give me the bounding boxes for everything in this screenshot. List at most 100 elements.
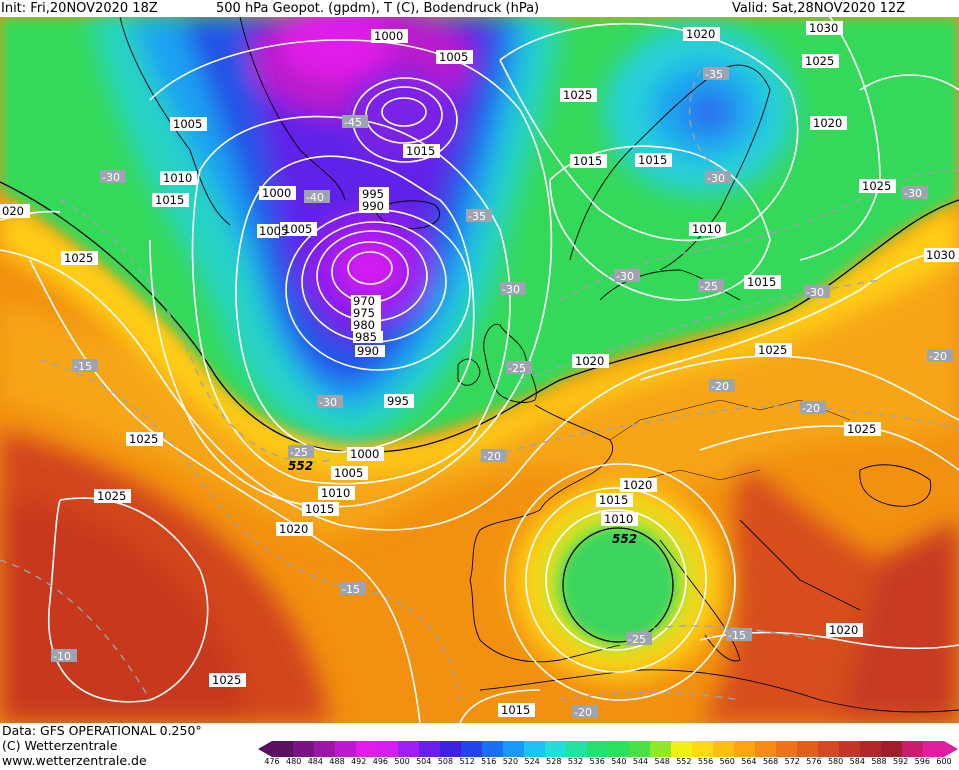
svg-text:1025: 1025	[129, 432, 158, 446]
svg-text:-25: -25	[508, 362, 526, 375]
colorbar-tick-label: 560	[719, 757, 735, 766]
colorbar-swatch	[797, 741, 819, 757]
init-time: Init: Fri,20NOV2020 18Z	[1, 1, 158, 16]
geopotential-labels: 552 552	[288, 459, 637, 546]
svg-text:995: 995	[362, 187, 384, 201]
colorbar-swatch	[503, 741, 525, 757]
colorbar-tick-label: 572	[784, 757, 800, 766]
colorbar-tick-label: 596	[914, 757, 930, 766]
svg-text:1020: 1020	[813, 116, 842, 130]
svg-text:990: 990	[357, 344, 379, 358]
colorbar-tick-label: 580	[827, 757, 844, 766]
pressure-label-1000-top: 1000	[371, 29, 408, 43]
colorbar-swatch	[755, 741, 777, 757]
colorbar-arrow-right	[944, 741, 958, 757]
colorbar-tick-label: 552	[676, 757, 692, 766]
svg-text:-15: -15	[342, 583, 360, 596]
svg-text:-30: -30	[616, 270, 634, 283]
svg-text:1025: 1025	[64, 251, 93, 265]
svg-text:-30: -30	[102, 171, 120, 184]
colorbar-swatch	[293, 741, 315, 757]
svg-text:1000: 1000	[262, 186, 291, 200]
svg-text:-15: -15	[74, 360, 92, 373]
colorbar-tick-label: 584	[849, 757, 865, 766]
colorbar-swatch	[608, 741, 630, 757]
colorbar-swatch	[335, 741, 357, 757]
svg-text:1015: 1015	[638, 153, 667, 167]
colorbar-swatch	[545, 741, 567, 757]
svg-text:1025: 1025	[862, 179, 891, 193]
colorbar-tick-label: 488	[329, 757, 345, 766]
colorbar-tick-label: 592	[893, 757, 909, 766]
colorbar-swatch	[482, 741, 504, 757]
svg-text:1015: 1015	[155, 193, 184, 207]
colorbar-swatch	[461, 741, 483, 757]
svg-text:1015: 1015	[406, 144, 435, 158]
svg-text:-30: -30	[707, 172, 725, 185]
chart-header: Init: Fri,20NOV2020 18Z 500 hPa Geopot. …	[0, 0, 959, 17]
website-url: www.wetterzentrale.de	[2, 753, 147, 768]
colorbar-swatch	[419, 741, 441, 757]
colorbar-swatch	[587, 741, 609, 757]
svg-text:1025: 1025	[563, 88, 592, 102]
colorbar-tick-label: 564	[741, 757, 757, 766]
colorbar-tick-label: 484	[307, 757, 323, 766]
svg-text:1025: 1025	[847, 422, 876, 436]
valid-time: Valid: Sat,28NOV2020 12Z	[732, 1, 906, 16]
pressure-labels: 1000 1005 1005 1010 1015 1000 995 990 10…	[0, 21, 959, 717]
colorbar-swatch	[440, 741, 462, 757]
svg-text:-35: -35	[705, 68, 723, 81]
svg-text:1020: 1020	[829, 623, 858, 637]
svg-text:1000: 1000	[374, 29, 403, 43]
svg-text:970: 970	[353, 294, 375, 308]
svg-text:-10: -10	[53, 650, 71, 663]
colorbar-tick-label: 536	[589, 757, 605, 766]
svg-text:1000: 1000	[350, 447, 379, 461]
data-source: Data: GFS OPERATIONAL 0.250°	[2, 723, 202, 738]
colorbar-tick-label: 556	[697, 757, 714, 766]
color-scale-ticks: 476 480 484 488 492 496 500 504 508 512 516 520 524 5…	[258, 757, 958, 769]
colorbar-tick-label: 512	[459, 757, 475, 766]
colorbar-tick-label: 524	[524, 757, 540, 766]
svg-text:-30: -30	[502, 283, 520, 296]
colorbar-tick-label: 544	[632, 757, 649, 766]
svg-text:-30: -30	[904, 187, 922, 200]
svg-text:1005: 1005	[334, 466, 363, 480]
colorbar-tick-label: 576	[806, 757, 822, 766]
colorbar-swatch	[881, 741, 903, 757]
color-scale-bar	[258, 741, 958, 757]
svg-text:-20: -20	[574, 706, 592, 719]
svg-text:1015: 1015	[599, 493, 628, 507]
svg-text:985: 985	[355, 330, 377, 344]
svg-text:-35: -35	[468, 210, 486, 223]
colorbar-swatch	[398, 741, 420, 757]
weather-map: 1000 1005 1005 1010 1015 1000 995 990 10…	[0, 17, 959, 723]
svg-text:-20: -20	[711, 380, 729, 393]
temperature-labels: -30 -40 -45 -35 -30 -25 -25 -35 -30 -25 …	[51, 67, 953, 719]
colorbar-swatch	[650, 741, 672, 757]
svg-text:1020: 1020	[686, 27, 715, 41]
svg-text:1015: 1015	[573, 154, 602, 168]
colorbar-swatch	[713, 741, 735, 757]
colorbar-swatch	[314, 741, 336, 757]
colorbar-swatch	[272, 741, 294, 757]
colorbar-tick-label: 540	[611, 757, 627, 766]
svg-text:-30: -30	[806, 286, 824, 299]
colorbar-swatch	[629, 741, 651, 757]
colorbar-tick-label: 532	[567, 757, 584, 766]
svg-text:1025: 1025	[212, 673, 241, 687]
colorbar-tick-label: 528	[546, 757, 562, 766]
svg-text:1020: 1020	[279, 522, 308, 536]
colorbar-swatch	[377, 741, 399, 757]
svg-text:1010: 1010	[604, 512, 633, 526]
svg-text:1005: 1005	[259, 224, 288, 238]
colorbar-swatch	[902, 741, 924, 757]
colorbar-tick-label: 480	[286, 757, 302, 766]
svg-text:1025: 1025	[97, 489, 126, 503]
colorbar-tick-label: 588	[871, 757, 887, 766]
svg-text:-20: -20	[483, 450, 501, 463]
colorbar-swatch	[566, 741, 588, 757]
colorbar-tick-label: 496	[372, 757, 389, 766]
colorbar-swatch	[839, 741, 861, 757]
colorbar-tick-label: 508	[437, 757, 454, 766]
